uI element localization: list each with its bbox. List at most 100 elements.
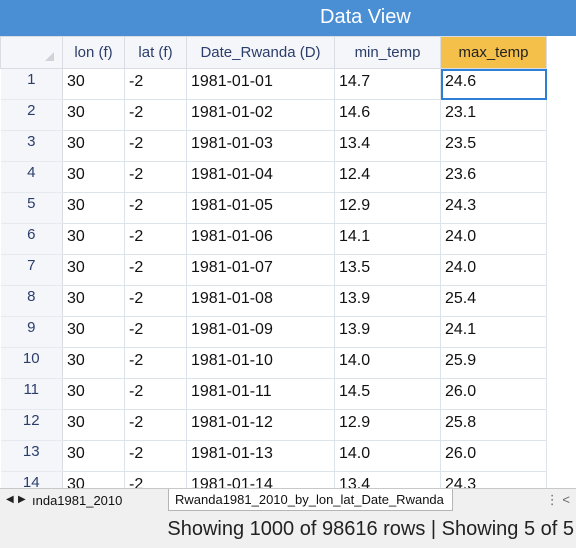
column-header-lat[interactable]: lat (f) (124, 36, 187, 69)
cell-max-temp[interactable]: 23.1 (440, 99, 547, 131)
cell-min-temp[interactable]: 13.4 (334, 130, 441, 162)
sheet-tab-rwanda1981-2010[interactable]: ında1981_2010 (32, 493, 123, 508)
cell-max-temp[interactable]: 24.6 (440, 68, 547, 100)
cell-lon[interactable]: 30 (62, 285, 125, 317)
cell-min-temp[interactable]: 14.7 (334, 68, 441, 100)
cell-lon[interactable]: 30 (62, 347, 125, 379)
cell-min-temp[interactable]: 12.9 (334, 192, 441, 224)
table-row[interactable]: 2 30 -2 1981-01-02 14.6 23.1 (0, 99, 547, 131)
table-row[interactable]: 6 30 -2 1981-01-06 14.1 24.0 (0, 223, 547, 255)
cell-date-rwanda[interactable]: 1981-01-07 (186, 254, 335, 286)
cell-min-temp[interactable]: 12.4 (334, 161, 441, 193)
cell-min-temp[interactable]: 13.9 (334, 316, 441, 348)
column-header-max-temp[interactable]: max_temp (440, 36, 547, 69)
cell-max-temp[interactable]: 25.4 (440, 285, 547, 317)
cell-lat[interactable]: -2 (124, 347, 187, 379)
cell-min-temp[interactable]: 14.0 (334, 440, 441, 472)
cell-lat[interactable]: -2 (124, 316, 187, 348)
cell-lon[interactable]: 30 (62, 316, 125, 348)
table-row[interactable]: 11 30 -2 1981-01-11 14.5 26.0 (0, 378, 547, 410)
cell-max-temp[interactable]: 25.9 (440, 347, 547, 379)
cell-date-rwanda[interactable]: 1981-01-14 (186, 471, 335, 488)
cell-lon[interactable]: 30 (62, 254, 125, 286)
cell-max-temp[interactable]: 24.0 (440, 254, 547, 286)
table-row[interactable]: 1 30 -2 1981-01-01 14.7 24.6 (0, 68, 547, 100)
cell-lat[interactable]: -2 (124, 130, 187, 162)
cell-min-temp[interactable]: 12.9 (334, 409, 441, 441)
row-number[interactable]: 7 (0, 254, 63, 286)
cell-min-temp[interactable]: 14.5 (334, 378, 441, 410)
cell-date-rwanda[interactable]: 1981-01-13 (186, 440, 335, 472)
cell-lat[interactable]: -2 (124, 285, 187, 317)
row-number[interactable]: 11 (0, 378, 63, 410)
column-header-date-rwanda[interactable]: Date_Rwanda (D) (186, 36, 335, 69)
cell-lat[interactable]: -2 (124, 192, 187, 224)
tab-scroll-left-icon[interactable]: ◀ (6, 494, 14, 505)
row-number[interactable]: 12 (0, 409, 63, 441)
cell-lon[interactable]: 30 (62, 440, 125, 472)
table-row[interactable]: 12 30 -2 1981-01-12 12.9 25.8 (0, 409, 547, 441)
cell-max-temp[interactable]: 24.1 (440, 316, 547, 348)
cell-date-rwanda[interactable]: 1981-01-09 (186, 316, 335, 348)
cell-max-temp[interactable]: 26.0 (440, 378, 547, 410)
table-row[interactable]: 3 30 -2 1981-01-03 13.4 23.5 (0, 130, 547, 162)
select-all-corner[interactable] (0, 36, 63, 69)
cell-lat[interactable]: -2 (124, 440, 187, 472)
cell-lat[interactable]: -2 (124, 409, 187, 441)
cell-lon[interactable]: 30 (62, 378, 125, 410)
cell-lat[interactable]: -2 (124, 68, 187, 100)
cell-lat[interactable]: -2 (124, 223, 187, 255)
sheet-tab-rwanda-by-lon-lat-date[interactable]: Rwanda1981_2010_by_lon_lat_Date_Rwanda (168, 489, 453, 511)
cell-lon[interactable]: 30 (62, 192, 125, 224)
cell-min-temp[interactable]: 14.6 (334, 99, 441, 131)
table-row[interactable]: 9 30 -2 1981-01-09 13.9 24.1 (0, 316, 547, 348)
cell-lat[interactable]: -2 (124, 161, 187, 193)
row-number[interactable]: 4 (0, 161, 63, 193)
row-number[interactable]: 1 (0, 68, 63, 100)
cell-lat[interactable]: -2 (124, 471, 187, 488)
table-row[interactable]: 7 30 -2 1981-01-07 13.5 24.0 (0, 254, 547, 286)
cell-lon[interactable]: 30 (62, 409, 125, 441)
row-number[interactable]: 13 (0, 440, 63, 472)
cell-max-temp[interactable]: 24.0 (440, 223, 547, 255)
row-number[interactable]: 8 (0, 285, 63, 317)
column-header-lon[interactable]: lon (f) (62, 36, 125, 69)
cell-max-temp[interactable]: 25.8 (440, 409, 547, 441)
cell-date-rwanda[interactable]: 1981-01-11 (186, 378, 335, 410)
tab-strip-overflow-icon[interactable]: ⋮ < (545, 492, 570, 507)
cell-max-temp[interactable]: 24.3 (440, 471, 547, 488)
table-row[interactable]: 10 30 -2 1981-01-10 14.0 25.9 (0, 347, 547, 379)
row-number[interactable]: 14 (0, 471, 63, 488)
cell-lon[interactable]: 30 (62, 161, 125, 193)
cell-lat[interactable]: -2 (124, 99, 187, 131)
cell-max-temp[interactable]: 23.5 (440, 130, 547, 162)
row-number[interactable]: 3 (0, 130, 63, 162)
cell-lon[interactable]: 30 (62, 130, 125, 162)
cell-min-temp[interactable]: 14.0 (334, 347, 441, 379)
table-row[interactable]: 14 30 -2 1981-01-14 13.4 24.3 (0, 471, 547, 488)
row-number[interactable]: 2 (0, 99, 63, 131)
cell-date-rwanda[interactable]: 1981-01-08 (186, 285, 335, 317)
cell-lat[interactable]: -2 (124, 254, 187, 286)
data-grid[interactable]: lon (f) lat (f) Date_Rwanda (D) min_temp… (0, 36, 576, 488)
column-header-min-temp[interactable]: min_temp (334, 36, 441, 69)
cell-date-rwanda[interactable]: 1981-01-05 (186, 192, 335, 224)
cell-date-rwanda[interactable]: 1981-01-06 (186, 223, 335, 255)
cell-min-temp[interactable]: 13.9 (334, 285, 441, 317)
cell-date-rwanda[interactable]: 1981-01-01 (186, 68, 335, 100)
cell-min-temp[interactable]: 13.5 (334, 254, 441, 286)
cell-date-rwanda[interactable]: 1981-01-03 (186, 130, 335, 162)
cell-lon[interactable]: 30 (62, 471, 125, 488)
cell-min-temp[interactable]: 13.4 (334, 471, 441, 488)
cell-lon[interactable]: 30 (62, 99, 125, 131)
cell-max-temp[interactable]: 24.3 (440, 192, 547, 224)
cell-lon[interactable]: 30 (62, 223, 125, 255)
table-row[interactable]: 4 30 -2 1981-01-04 12.4 23.6 (0, 161, 547, 193)
row-number[interactable]: 5 (0, 192, 63, 224)
row-number[interactable]: 9 (0, 316, 63, 348)
cell-date-rwanda[interactable]: 1981-01-10 (186, 347, 335, 379)
cell-lon[interactable]: 30 (62, 68, 125, 100)
tab-scroll-right-icon[interactable]: ▶ (18, 494, 26, 505)
cell-max-temp[interactable]: 26.0 (440, 440, 547, 472)
cell-min-temp[interactable]: 14.1 (334, 223, 441, 255)
